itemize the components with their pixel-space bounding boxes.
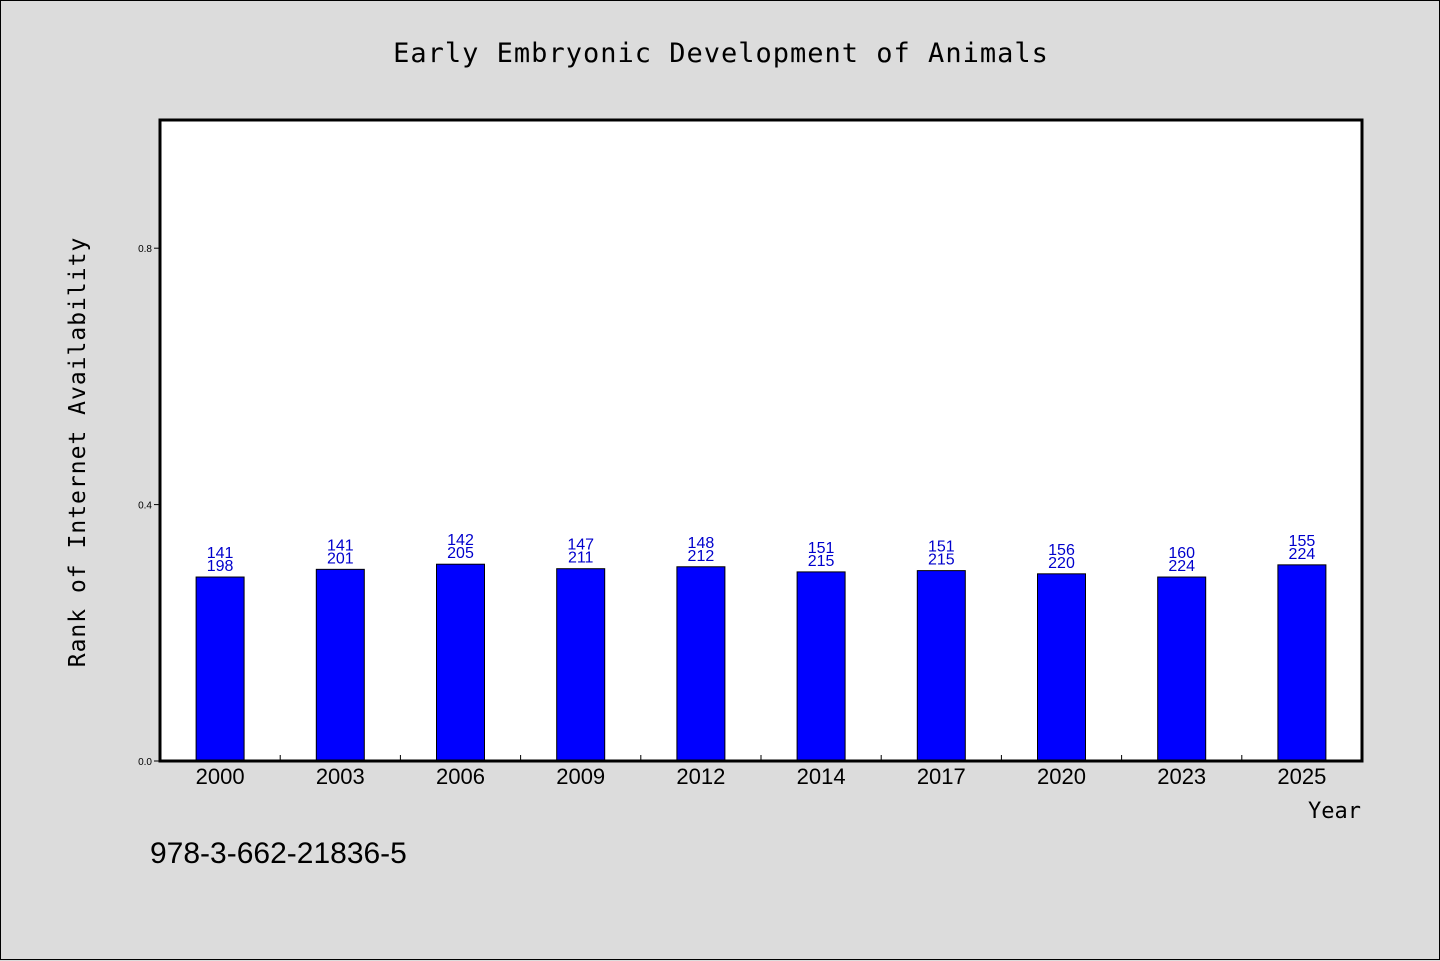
data-label-lower-2025: 224 (1289, 546, 1316, 563)
x-tick-label-2023: 2023 (1157, 764, 1206, 789)
data-label-upper-2023: 160 (1168, 545, 1195, 562)
data-label-lower-2006: 205 (447, 545, 474, 562)
y-tick-label-0.4: 0.4 (138, 501, 152, 512)
x-tick-label-2009: 2009 (556, 764, 605, 789)
data-label-lower-2000: 198 (207, 558, 234, 575)
isbn-text: 978-3-662-21836-5 (150, 837, 407, 870)
data-label-upper-2006: 142 (447, 532, 474, 549)
bar-2023 (1157, 576, 1207, 762)
y-axis-label: Rank of Internet Availability (65, 237, 91, 668)
x-tick-label-2003: 2003 (316, 764, 365, 789)
x-tick-label-2017: 2017 (917, 764, 966, 789)
bars-layer (195, 563, 1327, 762)
bar-2000 (195, 576, 245, 762)
bar-2025 (1277, 564, 1327, 762)
data-label-upper-2003: 141 (327, 537, 354, 554)
data-label-lower-2009: 211 (568, 550, 594, 567)
x-tick-label-2006: 2006 (436, 764, 485, 789)
data-label-lower-2017: 215 (928, 552, 955, 569)
data-label-lower-2012: 212 (688, 548, 715, 565)
y-tick-label-0.0: 0.0 (138, 757, 152, 768)
data-label-lower-2020: 220 (1048, 555, 1075, 572)
bar-2012 (676, 566, 726, 762)
data-label-upper-2012: 148 (688, 535, 715, 552)
x-axis-label: Year (1308, 799, 1361, 824)
data-label-upper-2025: 155 (1289, 533, 1316, 550)
bar-2014 (796, 571, 846, 762)
x-axis: 2000 2003 2006 2009 2012 2014 2017 2020 2023 2025 (196, 755, 1326, 789)
x-tick-label-2000: 2000 (196, 764, 245, 789)
data-label-upper-2014: 151 (808, 540, 835, 557)
data-label-lower-2003: 201 (327, 550, 354, 567)
bar-2009 (556, 568, 606, 762)
plot-border (158, 118, 1364, 763)
x-tick-label-2014: 2014 (797, 764, 846, 789)
data-label-upper-2017: 151 (928, 539, 955, 556)
data-label-lower-2023: 224 (1168, 558, 1195, 575)
y-axis: 0.0 0.4 0.8 (138, 244, 160, 768)
data-label-upper-2000: 141 (207, 545, 234, 562)
bar-2020 (1037, 573, 1086, 762)
x-tick-label-2025: 2025 (1277, 764, 1326, 789)
chart-title: Early Embryonic Development of Animals (393, 38, 1049, 69)
x-tick-label-2020: 2020 (1037, 764, 1086, 789)
x-tick-label-2012: 2012 (676, 764, 725, 789)
bar-2006 (436, 563, 485, 762)
bar-2003 (315, 568, 365, 762)
data-label-upper-2020: 156 (1048, 542, 1075, 559)
bar-2017 (916, 570, 966, 762)
data-label-lower-2014: 215 (808, 553, 835, 570)
y-tick-label-0.8: 0.8 (138, 244, 152, 255)
data-label-upper-2009: 147 (567, 537, 594, 554)
